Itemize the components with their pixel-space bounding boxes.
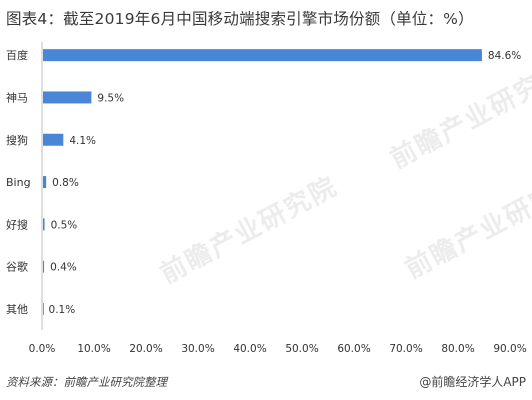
bars-group	[43, 49, 482, 315]
category-label: 神马	[6, 90, 28, 104]
brand-credit: @前瞻经济学人APP	[419, 375, 526, 389]
x-tick-label: 90.0%	[493, 343, 526, 355]
x-tick-label: 50.0%	[285, 343, 318, 355]
value-label: 0.1%	[49, 304, 76, 316]
category-label: 搜狗	[6, 133, 28, 147]
bar	[43, 302, 44, 315]
bar	[43, 133, 64, 146]
bar	[43, 218, 45, 231]
value-label: 0.4%	[50, 262, 77, 274]
category-label: 百度	[6, 48, 28, 62]
category-label: Bing	[6, 176, 31, 189]
x-tick-label: 80.0%	[441, 343, 474, 355]
x-tick-label: 0.0%	[29, 343, 56, 355]
value-label: 4.1%	[69, 135, 96, 147]
category-label: 好搜	[6, 217, 28, 231]
x-tick-label: 40.0%	[233, 343, 266, 355]
bar	[43, 49, 482, 62]
value-label: 9.5%	[97, 92, 124, 104]
value-labels: 84.6% 9.5% 4.1% 0.8% 0.5% 0.4% 0.1%	[49, 50, 522, 316]
x-tick-label: 60.0%	[337, 343, 370, 355]
x-tick-label: 20.0%	[129, 343, 162, 355]
value-label: 0.5%	[51, 219, 78, 231]
x-tick-label: 70.0%	[389, 343, 422, 355]
chart-title: 图表4：截至2019年6月中国移动端搜索引擎市场份额（单位：%）	[6, 10, 474, 28]
x-axis-tick-labels: 0.0% 10.0% 20.0% 30.0% 40.0% 50.0% 60.0% 70.0% 8…	[29, 343, 527, 355]
bar	[43, 260, 45, 273]
value-label: 0.8%	[52, 177, 79, 189]
x-tick-label: 30.0%	[181, 343, 214, 355]
bar	[43, 176, 47, 189]
source-note: 资料来源：前瞻产业研究院整理	[6, 375, 167, 389]
value-label: 84.6%	[488, 50, 521, 62]
bar	[43, 91, 92, 104]
x-tick-label: 10.0%	[77, 343, 110, 355]
category-label: 其他	[6, 303, 28, 316]
category-label: 谷歌	[6, 260, 28, 274]
